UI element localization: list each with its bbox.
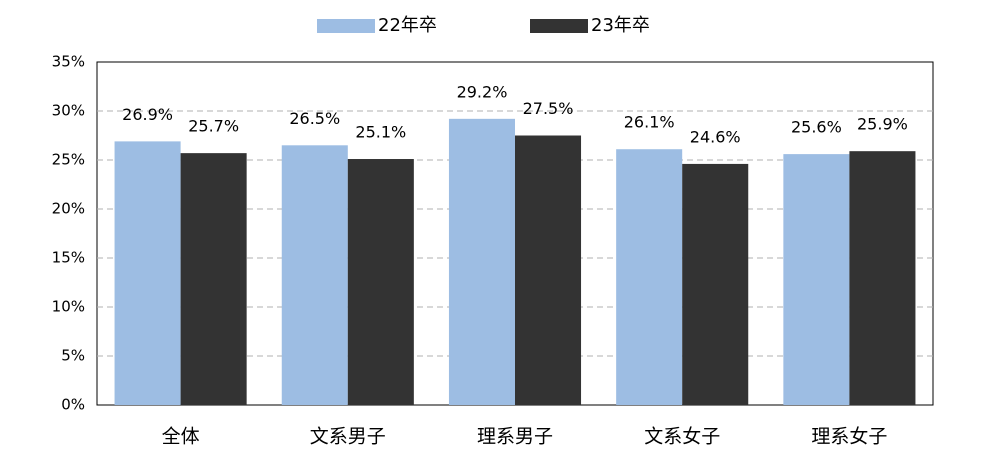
bar <box>616 149 683 405</box>
y-tick-label: 0% <box>61 396 85 414</box>
value-label: 29.2% <box>457 82 508 101</box>
x-tick-label: 文系女子 <box>644 426 720 448</box>
y-tick-label: 15% <box>52 249 85 267</box>
value-label: 25.9% <box>857 115 908 134</box>
value-label: 26.9% <box>122 105 173 124</box>
legend-label: 22年卒 <box>378 15 437 36</box>
value-label: 24.6% <box>690 127 741 146</box>
x-tick-label: 理系女子 <box>811 426 887 448</box>
x-tick-label: 文系男子 <box>310 426 386 448</box>
value-label: 25.7% <box>188 117 239 136</box>
value-label: 25.1% <box>355 123 406 142</box>
y-tick-label: 35% <box>52 53 85 71</box>
value-label: 27.5% <box>523 99 574 118</box>
bar <box>180 153 247 405</box>
y-tick-label: 25% <box>52 151 85 169</box>
y-tick-label: 20% <box>52 200 85 218</box>
bar <box>448 118 515 405</box>
y-tick-label: 10% <box>52 298 85 316</box>
bar <box>281 145 348 406</box>
value-label: 26.5% <box>289 109 340 128</box>
x-tick-label: 全体 <box>162 426 200 448</box>
bar <box>849 151 916 405</box>
legend-label: 23年卒 <box>591 15 650 36</box>
bar <box>347 159 414 405</box>
y-tick-label: 5% <box>61 347 85 365</box>
bar <box>114 141 181 405</box>
bar <box>515 135 582 405</box>
y-tick-label: 30% <box>52 102 85 120</box>
bar <box>682 163 749 405</box>
legend-swatch <box>530 19 588 33</box>
x-tick-label: 理系男子 <box>477 426 553 448</box>
legend-swatch <box>317 19 375 33</box>
value-label: 26.1% <box>624 113 675 132</box>
value-label: 25.6% <box>791 118 842 137</box>
bar <box>783 154 850 405</box>
